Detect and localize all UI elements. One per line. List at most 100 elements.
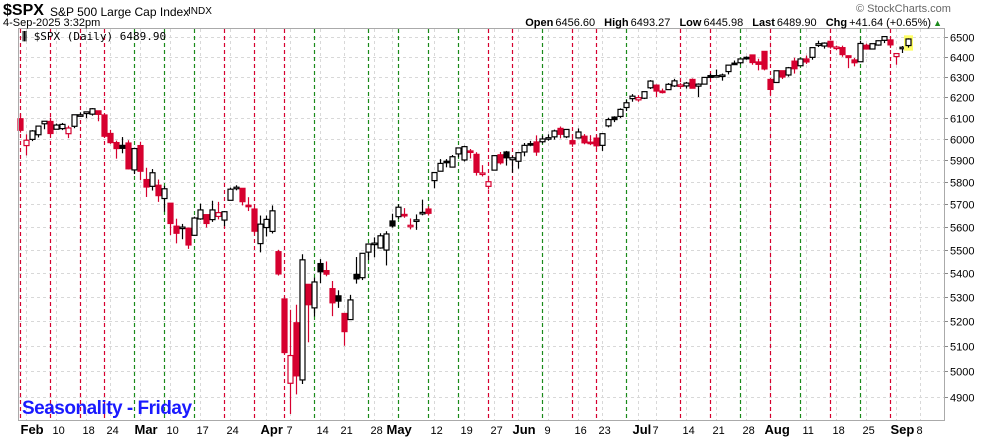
candle-body	[113, 141, 120, 150]
candle-body	[581, 135, 588, 144]
candle-body	[95, 110, 102, 115]
candle-body	[725, 64, 732, 73]
candle-body	[377, 235, 384, 249]
candle-body	[839, 47, 846, 56]
candle-body	[41, 120, 48, 125]
candle-body	[359, 252, 366, 279]
open-label: Open	[525, 17, 554, 29]
x-tick-label: 19	[461, 425, 473, 437]
candle-body	[161, 188, 168, 200]
brand-link[interactable]: © StockCharts.com	[856, 3, 951, 15]
candle-body	[407, 224, 414, 228]
candle-body	[53, 124, 60, 130]
candle-body	[125, 142, 132, 170]
y-tick-label: 5000	[950, 367, 974, 379]
chg-value: +41.64 (+0.65%)	[849, 17, 932, 29]
candle-body	[479, 172, 486, 176]
x-tick-label: 27	[491, 425, 503, 437]
low-value: 6445.98	[703, 17, 744, 29]
candle-body	[863, 44, 870, 50]
candle-body	[533, 141, 540, 153]
annotation: Seasonality - Friday	[22, 398, 192, 419]
x-tick-label: 23	[599, 425, 611, 437]
x-tick-label: 10	[53, 425, 65, 437]
x-tick-label: Aug	[765, 422, 790, 437]
candle-body	[665, 83, 672, 91]
candle-body	[209, 209, 216, 221]
candle-body	[245, 204, 252, 208]
candle-body	[545, 137, 552, 140]
candle-body	[557, 127, 564, 135]
candle-body	[305, 283, 312, 306]
candle-body	[179, 226, 186, 230]
x-tick-label: 21	[341, 425, 353, 437]
candle-body	[299, 259, 306, 381]
candle-body	[221, 211, 228, 221]
candle-body	[809, 47, 816, 58]
candle-body	[653, 84, 660, 92]
open-value: 6456.60	[555, 17, 596, 29]
up-arrow-icon: ▲	[933, 18, 942, 28]
candle-body	[743, 56, 750, 60]
candle-body	[389, 220, 396, 227]
candle-body	[275, 251, 282, 275]
candle-body	[449, 156, 456, 168]
candle-body	[905, 38, 912, 47]
y-axis: 4900 5000 5100 5200 5300 5400 5500 5600 5700 5800…	[944, 33, 974, 405]
candle-body	[635, 97, 642, 101]
candle-body	[227, 188, 234, 201]
candle-body	[101, 114, 108, 137]
x-tick-label: 7	[653, 425, 659, 437]
candle-body	[539, 138, 546, 143]
x-tick-label: 24	[107, 425, 119, 437]
candle-body	[71, 114, 78, 127]
candle-body	[875, 40, 882, 46]
candle-body	[437, 162, 444, 172]
x-tick-label: 8	[917, 425, 923, 437]
symbol-name: S&P 500 Large Cap Index	[50, 5, 190, 19]
candle-body	[851, 59, 858, 64]
candle-body	[641, 91, 648, 99]
candle-body	[869, 43, 876, 50]
candle-body	[185, 227, 192, 246]
candle-body	[59, 123, 66, 130]
candle-body	[887, 39, 894, 46]
candle-body	[263, 218, 270, 229]
x-tick-label: 7	[287, 425, 293, 437]
candle-body	[323, 270, 330, 275]
candle-body	[311, 281, 318, 309]
friday-lines	[19, 29, 892, 420]
candle-body	[293, 322, 300, 377]
low-label: Low	[679, 17, 702, 29]
y-tick-label: 6300	[950, 73, 974, 85]
y-tick-label: 5300	[950, 293, 974, 305]
quote-bar: Open 6456.60 High 6493.27 Low 6445.98 Last 6…	[519, 17, 942, 29]
y-tick-label: 6000	[950, 135, 974, 147]
candle-body	[803, 58, 810, 63]
y-tick-label: 6200	[950, 93, 974, 105]
candle-body	[755, 61, 762, 65]
x-tick-label: May	[387, 422, 413, 437]
x-tick-label: 14	[317, 425, 329, 437]
y-tick-label: 6100	[950, 114, 974, 126]
candle-body	[431, 171, 438, 182]
candle-body	[89, 108, 96, 115]
x-tick-label: 11	[803, 425, 814, 437]
candle-body	[491, 155, 498, 171]
candle-body	[815, 43, 822, 47]
candle-body	[677, 84, 684, 88]
candle-body	[767, 78, 774, 91]
candle-body	[515, 152, 522, 162]
x-tick-label: Mar	[135, 422, 158, 437]
candle-body	[65, 127, 72, 135]
candle-body	[569, 140, 576, 145]
y-tick-label: 5800	[950, 178, 974, 190]
candle-body	[797, 58, 804, 67]
candle-body	[29, 130, 36, 140]
candle-body	[893, 52, 900, 58]
exchange: INDX	[188, 6, 212, 17]
candle-body	[497, 154, 504, 164]
x-tick-label: 25	[863, 425, 875, 437]
